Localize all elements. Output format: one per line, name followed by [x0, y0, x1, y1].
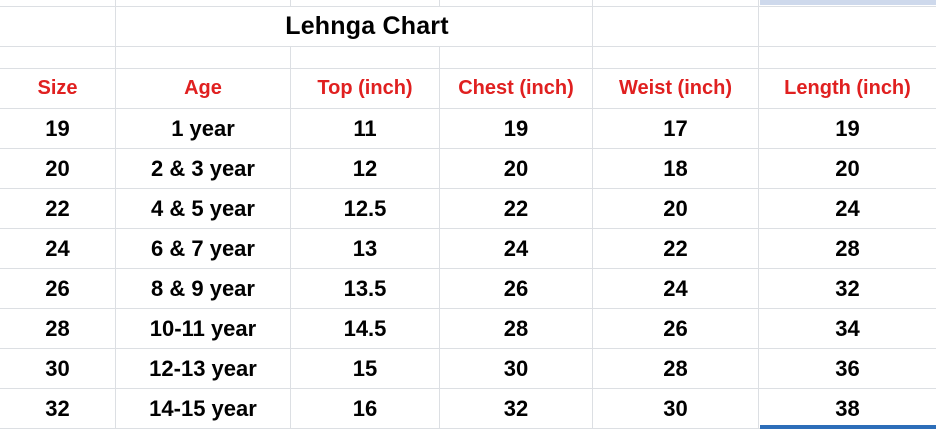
cell[interactable]	[440, 47, 593, 68]
cell-age[interactable]: 4 & 5 year	[116, 189, 291, 228]
cell-size[interactable]: 28	[0, 309, 116, 348]
table-row: 20 2 & 3 year 12 20 18 20	[0, 149, 936, 189]
sheet-title-cell[interactable]: Lehnga Chart	[116, 7, 593, 46]
cell-weist[interactable]: 24	[593, 269, 759, 308]
cell-weist[interactable]: 17	[593, 109, 759, 148]
table-row: 22 4 & 5 year 12.5 22 20 24	[0, 189, 936, 229]
col-header-size[interactable]: Size	[0, 69, 116, 108]
cell-chest[interactable]: 20	[440, 149, 593, 188]
cell[interactable]	[759, 7, 936, 46]
cell-size[interactable]: 20	[0, 149, 116, 188]
table-row: 32 14-15 year 16 32 30 38	[0, 389, 936, 429]
table-row: 19 1 year 11 19 17 19	[0, 109, 936, 149]
title-row: Lehnga Chart	[0, 7, 936, 47]
table-row: 24 6 & 7 year 13 24 22 28	[0, 229, 936, 269]
cell-size[interactable]: 32	[0, 389, 116, 428]
cell-top[interactable]: 13	[291, 229, 440, 268]
sheet-title: Lehnga Chart	[285, 12, 449, 40]
grid-row-partial	[0, 0, 936, 7]
cell-chest[interactable]: 32	[440, 389, 593, 428]
cell-weist[interactable]: 26	[593, 309, 759, 348]
empty-row	[0, 47, 936, 69]
selection-fill-top	[760, 0, 936, 5]
cell-length[interactable]: 38	[835, 395, 860, 421]
cell-age[interactable]: 2 & 3 year	[116, 149, 291, 188]
cell[interactable]	[593, 7, 759, 46]
col-header-top[interactable]: Top (inch)	[291, 69, 440, 108]
cell[interactable]	[116, 0, 291, 6]
cell[interactable]	[0, 7, 116, 46]
cell[interactable]	[0, 47, 116, 68]
cell-top[interactable]: 12	[291, 149, 440, 188]
cell-age[interactable]: 10-11 year	[116, 309, 291, 348]
selection-border-bottom	[760, 425, 936, 429]
col-header-chest[interactable]: Chest (inch)	[440, 69, 593, 108]
cell-weist[interactable]: 18	[593, 149, 759, 188]
col-header-weist[interactable]: Weist (inch)	[593, 69, 759, 108]
table-row: 26 8 & 9 year 13.5 26 24 32	[0, 269, 936, 309]
cell[interactable]	[291, 47, 440, 68]
table-row: 28 10-11 year 14.5 28 26 34	[0, 309, 936, 349]
cell-age[interactable]: 12-13 year	[116, 349, 291, 388]
cell-chest[interactable]: 24	[440, 229, 593, 268]
cell-weist[interactable]: 28	[593, 349, 759, 388]
cell-top[interactable]: 12.5	[291, 189, 440, 228]
cell-length[interactable]: 20	[835, 155, 860, 181]
cell[interactable]	[440, 0, 593, 6]
cell-chest[interactable]: 30	[440, 349, 593, 388]
cell-chest[interactable]: 22	[440, 189, 593, 228]
cell-length[interactable]: 24	[835, 195, 860, 221]
cell-length[interactable]: 32	[835, 275, 860, 301]
cell-chest[interactable]: 19	[440, 109, 593, 148]
cell-chest[interactable]: 28	[440, 309, 593, 348]
cell[interactable]	[759, 47, 936, 68]
cell[interactable]	[291, 0, 440, 6]
cell-age[interactable]: 8 & 9 year	[116, 269, 291, 308]
cell[interactable]	[593, 0, 759, 6]
cell-length[interactable]: 36	[835, 355, 860, 381]
cell-weist[interactable]: 20	[593, 189, 759, 228]
cell[interactable]	[116, 47, 291, 68]
col-header-age[interactable]: Age	[116, 69, 291, 108]
cell-length[interactable]: 19	[835, 115, 860, 141]
cell-size[interactable]: 30	[0, 349, 116, 388]
cell-top[interactable]: 13.5	[291, 269, 440, 308]
cell-chest[interactable]: 26	[440, 269, 593, 308]
cell[interactable]	[593, 47, 759, 68]
cell-top[interactable]: 11	[291, 109, 440, 148]
cell-size[interactable]: 24	[0, 229, 116, 268]
cell[interactable]	[0, 0, 116, 6]
table-row: 30 12-13 year 15 30 28 36	[0, 349, 936, 389]
cell-weist[interactable]: 22	[593, 229, 759, 268]
cell-size[interactable]: 26	[0, 269, 116, 308]
cell-top[interactable]: 15	[291, 349, 440, 388]
header-row: Size Age Top (inch) Chest (inch) Weist (…	[0, 69, 936, 109]
cell-age[interactable]: 6 & 7 year	[116, 229, 291, 268]
cell-top[interactable]: 14.5	[291, 309, 440, 348]
cell-size[interactable]: 22	[0, 189, 116, 228]
cell-age[interactable]: 14-15 year	[116, 389, 291, 428]
cell-size[interactable]: 19	[0, 109, 116, 148]
col-header-length[interactable]: Length (inch)	[784, 77, 911, 99]
cell-top[interactable]: 16	[291, 389, 440, 428]
cell-length[interactable]: 34	[835, 315, 860, 341]
cell-age[interactable]: 1 year	[116, 109, 291, 148]
cell-weist[interactable]: 30	[593, 389, 759, 428]
cell-length[interactable]: 28	[835, 235, 860, 261]
